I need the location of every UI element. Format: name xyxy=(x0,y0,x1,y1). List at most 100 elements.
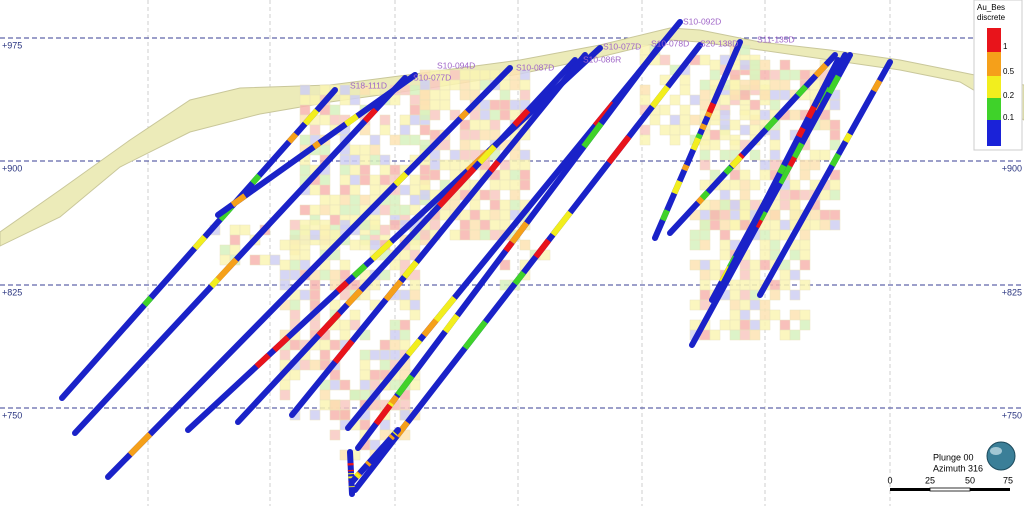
drill-hole-label: S10-086R xyxy=(583,54,621,64)
block-cell xyxy=(659,104,671,116)
block-cell xyxy=(419,109,431,121)
block-cell xyxy=(399,289,411,301)
block-cell xyxy=(389,219,401,231)
block-cell xyxy=(739,169,751,181)
block-cell xyxy=(319,174,331,186)
block-cell xyxy=(419,189,431,201)
block-cell xyxy=(769,149,781,161)
assay-interval xyxy=(488,159,501,174)
block-cell xyxy=(289,299,301,311)
block-cell xyxy=(729,69,741,81)
block-cell xyxy=(789,179,801,191)
scale-bar xyxy=(929,487,971,492)
assay-interval xyxy=(699,123,708,131)
assay-interval xyxy=(433,295,457,323)
assay-interval xyxy=(286,132,299,144)
block-cell xyxy=(369,144,381,156)
block-cell xyxy=(339,174,351,186)
block-cell xyxy=(249,254,261,266)
block-cell xyxy=(459,69,471,81)
block-cell xyxy=(299,259,311,271)
block-cell xyxy=(359,359,371,371)
block-cell xyxy=(739,289,751,301)
orientation-globe xyxy=(986,441,1016,471)
block-cell xyxy=(459,219,471,231)
block-cell xyxy=(309,359,321,371)
block-cell xyxy=(349,94,361,106)
block-cell xyxy=(739,329,751,341)
elevation-label: +825 xyxy=(2,287,22,297)
block-cell xyxy=(449,149,461,161)
block-cell xyxy=(789,309,801,321)
block-cell xyxy=(769,209,781,221)
block-cell xyxy=(409,134,421,146)
block-cell xyxy=(809,149,821,161)
block-cell xyxy=(399,184,411,196)
block-cell xyxy=(229,224,241,236)
scale-label: 50 xyxy=(965,475,975,485)
block-cell xyxy=(729,199,741,211)
block-cell xyxy=(339,329,351,341)
block-cell xyxy=(749,269,761,281)
legend-swatch xyxy=(987,120,1001,146)
assay-interval xyxy=(681,163,690,172)
block-cell xyxy=(219,244,231,256)
block-cell xyxy=(709,139,721,151)
block-cell xyxy=(729,329,741,341)
block-cell xyxy=(359,154,371,166)
legend-label: 0.5 xyxy=(1003,67,1015,76)
block-cell xyxy=(469,119,481,131)
assay-interval xyxy=(272,335,290,353)
block-cell xyxy=(739,199,751,211)
block-cell xyxy=(499,259,511,271)
block-cell xyxy=(399,124,411,136)
block-cell xyxy=(709,269,721,281)
assay-interval xyxy=(335,280,350,294)
block-cell xyxy=(399,204,411,216)
block-cell xyxy=(759,169,771,181)
elevation-label: +975 xyxy=(2,40,22,50)
block-cell xyxy=(319,269,331,281)
block-cell xyxy=(369,184,381,196)
block-cell xyxy=(739,59,751,71)
block-cell xyxy=(309,319,321,331)
block-cell xyxy=(439,159,451,171)
block-cell xyxy=(779,59,791,71)
block-cell xyxy=(689,94,701,106)
block-cell xyxy=(779,329,791,341)
block-cell xyxy=(759,59,771,71)
view-info: Plunge 00 Azimuth 316 0 25 50 75 xyxy=(887,441,1016,492)
block-cell xyxy=(779,79,791,91)
block-cell xyxy=(729,289,741,301)
block-cell xyxy=(389,349,401,361)
block-cell xyxy=(289,339,301,351)
block-cell xyxy=(379,174,391,186)
block-cell xyxy=(279,389,291,401)
assay-interval xyxy=(813,62,829,78)
block-cell xyxy=(379,124,391,136)
block-cell xyxy=(769,279,781,291)
legend: Au_Bes discrete 1 0.5 0.2 0.1 xyxy=(973,0,1023,151)
assay-interval xyxy=(606,134,632,165)
assay-interval xyxy=(332,339,355,364)
block-cell xyxy=(409,299,421,311)
block-cell xyxy=(359,174,371,186)
assay-interval xyxy=(392,431,398,436)
block-cell xyxy=(349,319,361,331)
assay-interval xyxy=(796,126,806,138)
globe-highlight xyxy=(990,447,1002,455)
drill-hole xyxy=(757,59,893,298)
block-cell xyxy=(439,139,451,151)
block-cell xyxy=(759,309,771,321)
block-cell xyxy=(759,89,771,101)
drill-hole-label: S10-077D xyxy=(413,72,451,82)
block-cell xyxy=(749,59,761,71)
block-cell xyxy=(429,219,441,231)
legend-label: 0.2 xyxy=(1003,91,1015,100)
block-cell xyxy=(759,259,771,271)
block-cell xyxy=(319,349,331,361)
assay-interval xyxy=(533,238,551,259)
block-cell xyxy=(699,79,711,91)
assay-interval xyxy=(581,121,604,149)
